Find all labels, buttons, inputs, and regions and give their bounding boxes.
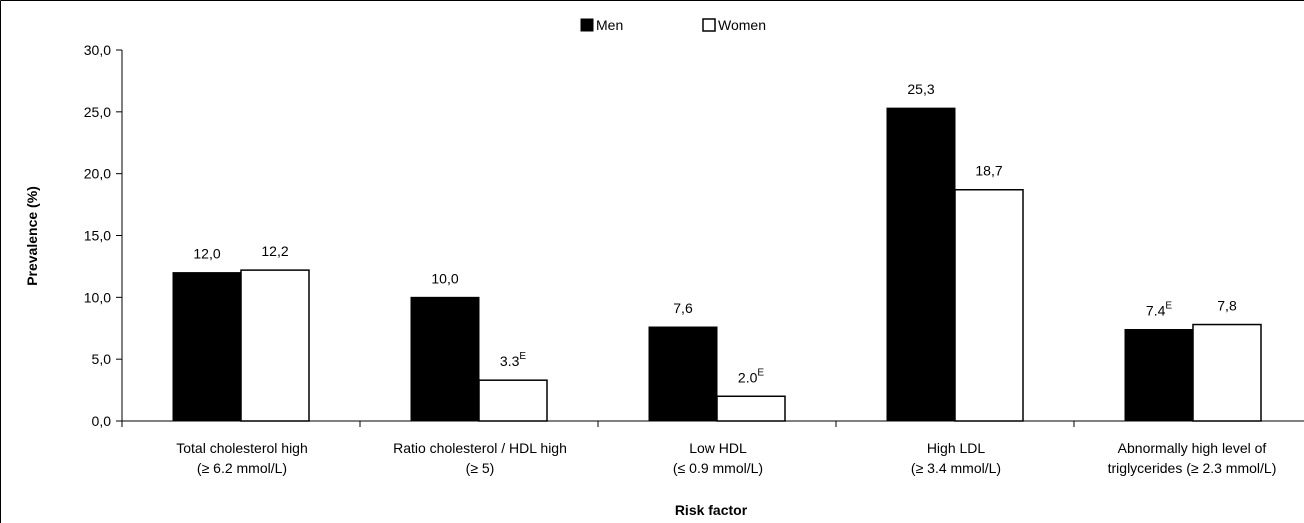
bar-women bbox=[716, 395, 786, 422]
data-label-women: 3.3E bbox=[500, 351, 526, 369]
category-label: (≤ 0.9 mmol/L) bbox=[673, 460, 763, 476]
bar-men bbox=[172, 272, 242, 422]
category-label: (≥ 6.2 mmol/L) bbox=[197, 460, 287, 476]
y-axis: 0,0 5,0 10,0 15,0 20,0 25,0 30,0 bbox=[84, 42, 123, 429]
bars bbox=[172, 107, 1262, 422]
data-label-women: 2.0E bbox=[738, 367, 764, 385]
data-label-superscript: E bbox=[1165, 300, 1172, 311]
y-axis-title: Prevalence (%) bbox=[24, 186, 40, 286]
bar-men bbox=[886, 107, 956, 422]
category-label: triglycerides (≥ 2.3 mmol/L) bbox=[1108, 460, 1277, 476]
data-label-women: 18,7 bbox=[975, 163, 1002, 179]
bar-women bbox=[478, 379, 548, 422]
data-label-men: 10,0 bbox=[431, 270, 458, 286]
category-label: Total cholesterol high bbox=[176, 440, 308, 456]
legend-label-men: Men bbox=[596, 17, 623, 33]
category-label: (≥ 3.4 mmol/L) bbox=[911, 460, 1001, 476]
bar-men bbox=[648, 326, 718, 422]
category-label: High LDL bbox=[927, 440, 986, 456]
y-tick-label: 0,0 bbox=[92, 413, 112, 429]
data-label-men: 25,3 bbox=[907, 81, 934, 97]
category-label: Low HDL bbox=[689, 440, 747, 456]
data-label-men: 7.4E bbox=[1146, 300, 1172, 318]
x-axis bbox=[121, 420, 1304, 427]
bar-women bbox=[1192, 323, 1262, 422]
x-axis-title: Risk factor bbox=[675, 502, 748, 518]
category-label: Ratio cholesterol / HDL high bbox=[393, 440, 567, 456]
category-label: Abnormally high level of bbox=[1118, 440, 1267, 456]
y-tick-label: 20,0 bbox=[84, 166, 111, 182]
legend: Men Women bbox=[580, 17, 766, 33]
y-tick-label: 30,0 bbox=[84, 42, 111, 58]
legend-swatch-men bbox=[580, 18, 594, 32]
data-label-men: 7,6 bbox=[673, 300, 693, 316]
category-labels: Total cholesterol high (≥ 6.2 mmol/L) Rati… bbox=[176, 440, 1276, 476]
data-label-women: 12,2 bbox=[261, 243, 288, 259]
bar-men bbox=[410, 296, 480, 422]
bar-women bbox=[240, 269, 310, 422]
legend-swatch-women bbox=[702, 18, 716, 32]
y-tick-label: 25,0 bbox=[84, 104, 111, 120]
data-label-superscript: E bbox=[757, 367, 764, 378]
data-label-men: 12,0 bbox=[193, 246, 220, 262]
legend-label-women: Women bbox=[718, 17, 766, 33]
bar-women bbox=[954, 188, 1024, 422]
data-label-women: 7,8 bbox=[1217, 298, 1237, 314]
data-label-superscript: E bbox=[519, 351, 526, 362]
category-label: (≥ 5) bbox=[466, 460, 495, 476]
y-tick-label: 5,0 bbox=[92, 351, 112, 367]
y-tick-label: 15,0 bbox=[84, 228, 111, 244]
bar-men bbox=[1124, 328, 1194, 422]
y-tick-label: 10,0 bbox=[84, 289, 111, 305]
